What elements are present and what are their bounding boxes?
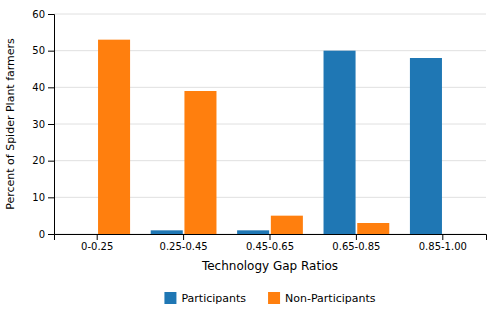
legend-item: Non-Participants	[268, 292, 376, 305]
bar	[324, 51, 356, 234]
x-tick: 0.25-0.45	[160, 234, 208, 252]
y-tick: 20	[32, 155, 54, 166]
y-tick-mark	[48, 124, 54, 125]
x-tick: 0-0.25	[81, 234, 113, 252]
chart-svg: 0-0.25 0.25-0.45 0.45-0.65 0.65-0.85 0.85-1.…	[0, 0, 500, 314]
bar	[151, 230, 183, 234]
bar	[271, 216, 303, 234]
bar	[237, 230, 269, 234]
bar	[64, 234, 96, 235]
y-tick: 10	[32, 192, 54, 203]
bar	[444, 234, 476, 235]
grid-line	[54, 14, 486, 15]
grid	[54, 14, 486, 234]
x-tick-label: 0.45-0.65	[246, 241, 294, 252]
x-tick-mark	[97, 234, 98, 240]
y-tick-label: 50	[32, 45, 45, 56]
x-tick: 0.45-0.65	[246, 234, 294, 252]
y-axis-title: Percent of Spider Plant farmers	[4, 38, 17, 210]
y-tick: 50	[32, 45, 54, 56]
x-tick-mark	[270, 234, 271, 240]
y-tick-label: 40	[32, 82, 45, 93]
bar-series	[98, 40, 389, 234]
y-tick-mark	[48, 14, 54, 15]
legend-swatch	[268, 292, 280, 304]
y-tick-mark	[48, 197, 54, 198]
y-tick-mark	[48, 51, 54, 52]
chart-container: 0-0.25 0.25-0.45 0.45-0.65 0.65-0.85 0.85-1.…	[0, 0, 500, 314]
y-tick: 0	[39, 229, 54, 240]
y-tick-label: 0	[39, 229, 45, 240]
legend-label: Participants	[181, 292, 246, 305]
x-tick-mark	[356, 234, 357, 240]
legend: Participants Non-Participants	[164, 292, 375, 305]
plot-area: 0-0.25 0.25-0.45 0.45-0.65 0.65-0.85 0.85-1.…	[32, 9, 486, 252]
x-axis-line	[55, 235, 487, 241]
x-tick: 0.65-0.85	[332, 234, 380, 252]
y-tick-mark	[48, 161, 54, 162]
x-axis: 0-0.25 0.25-0.45 0.45-0.65 0.65-0.85 0.85-1.…	[55, 234, 487, 252]
y-tick-mark	[48, 87, 54, 88]
bar	[410, 58, 442, 234]
bar-series	[151, 51, 442, 234]
x-axis-title: Technology Gap Ratios	[201, 259, 338, 273]
legend-item: Participants	[164, 292, 246, 305]
legend-swatch	[164, 292, 176, 304]
x-tick-label: 0.25-0.45	[160, 241, 208, 252]
y-tick: 60	[32, 9, 54, 20]
y-tick-mark	[48, 234, 54, 235]
y-axis: 0 10 20 30 40 50 60	[32, 9, 54, 240]
bar	[357, 223, 389, 234]
bar	[184, 91, 216, 234]
y-tick: 40	[32, 82, 54, 93]
x-tick-label: 0-0.25	[81, 241, 113, 252]
x-tick-mark	[442, 234, 443, 240]
y-tick-label: 60	[32, 9, 45, 20]
x-tick-mark	[183, 234, 184, 240]
legend-label: Non-Participants	[285, 292, 376, 305]
x-tick: 0.85-1.00	[419, 234, 467, 252]
bars	[98, 40, 442, 234]
y-axis-line	[48, 15, 55, 235]
y-tick-label: 20	[32, 155, 45, 166]
y-tick: 30	[32, 119, 54, 130]
x-tick-label: 0.65-0.85	[332, 241, 380, 252]
bar	[98, 40, 130, 234]
y-tick-label: 30	[32, 119, 45, 130]
y-tick-label: 10	[32, 192, 45, 203]
x-tick-label: 0.85-1.00	[419, 241, 467, 252]
